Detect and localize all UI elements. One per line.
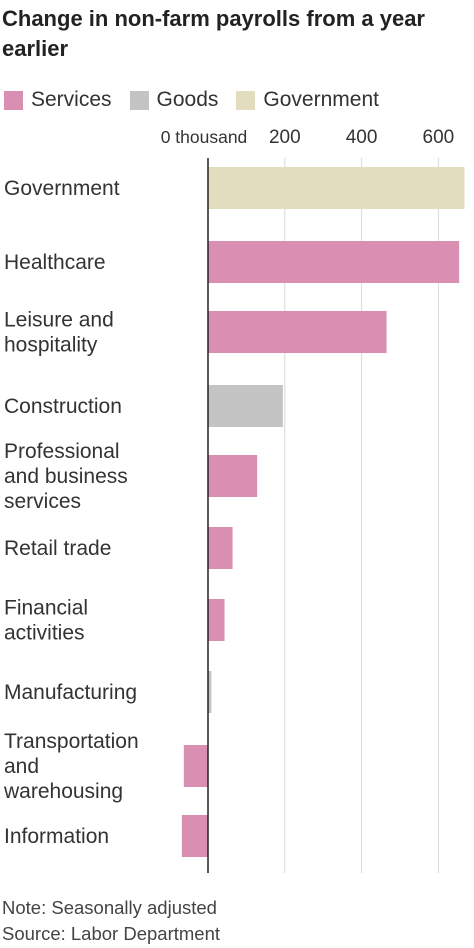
category-label-7-0: Manufacturing [4,681,137,704]
category-label-8-1: and [4,755,39,778]
x-tick-label-600: 600 [423,127,455,148]
category-label-1-0: Healthcare [4,251,106,274]
legend-swatch-services [4,90,23,110]
bar-transportation-and-warehousing [183,745,208,787]
note-text: Note: Seasonally adjusted [2,897,217,918]
category-label-2-0: Leisure and [4,309,114,332]
x-tick-label-400: 400 [346,127,378,148]
legend-item-government: Government [236,88,379,112]
legend-label-goods: Goods [156,88,219,111]
bar-construction [208,385,283,427]
category-label-0-0: Government [4,177,120,200]
bar-financial-activities [208,599,225,641]
x-tick-label-0: 0 thousand [161,127,248,147]
category-label-4-2: services [4,490,81,513]
bar-leisure-and-hospitality [208,311,387,353]
category-label-6-0: Financial [4,597,88,620]
category-label-4-1: and business [4,465,128,488]
legend-item-goods: Goods [129,88,219,112]
legend-label-services: Services [31,88,112,111]
legend-swatch-government [236,90,256,110]
bar-retail-trade [208,527,233,569]
category-label-2-1: hospitality [4,334,98,357]
source-text: Source: Labor Department [2,923,221,944]
bar-manufacturing [208,671,212,713]
legend-label-government: Government [263,88,379,111]
category-label-4-0: Professional [4,440,120,463]
category-label-3-0: Construction [4,395,122,418]
category-label-6-1: activities [4,622,85,645]
x-tick-label-200: 200 [269,127,301,148]
category-label-9-0: Information [4,825,109,848]
bar-chart: 0 thousand 200 400 600 Government Healthcare L… [3,127,465,873]
category-label-8-2: warehousing [3,780,123,803]
legend-item-services: Services [4,88,112,112]
bar-healthcare [208,241,460,283]
category-label-5-0: Retail trade [4,537,111,560]
bar-professional-and-business-services [208,455,258,497]
legend-swatch-goods [129,90,149,110]
chart-title: Change in non-farm payrolls from a year … [2,6,425,61]
legend: Services Goods Government [4,86,397,114]
bar-information [181,815,208,857]
bar-government [208,167,465,209]
category-label-8-0: Transportation [4,730,139,753]
chart-notes: Note: Seasonally adjusted Source: Labor … [2,895,220,947]
